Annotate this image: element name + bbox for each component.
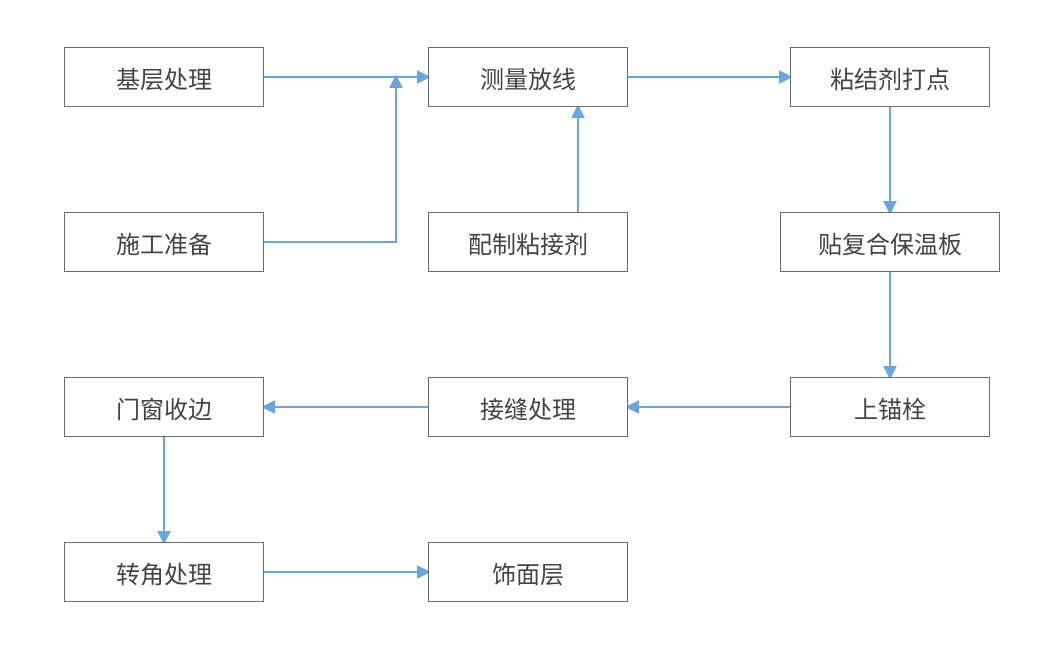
flow-node-n2: 测量放线 bbox=[428, 47, 628, 107]
flow-node-label: 转角处理 bbox=[116, 555, 212, 590]
flow-node-label: 上锚栓 bbox=[854, 390, 926, 425]
flow-node-n4: 施工准备 bbox=[64, 212, 264, 272]
flow-node-n7: 门窗收边 bbox=[64, 377, 264, 437]
flow-node-n9: 上锚栓 bbox=[790, 377, 990, 437]
flow-node-label: 门窗收边 bbox=[116, 390, 212, 425]
flowchart-canvas: 基层处理 测量放线 粘结剂打点施工准备 配制粘接剂 贴复合保温板门窗收边 接缝处理 上锚栓转… bbox=[0, 0, 1051, 662]
flow-node-label: 配制粘接剂 bbox=[468, 225, 588, 260]
flow-node-label: 饰面层 bbox=[492, 555, 564, 590]
flow-edge bbox=[264, 77, 396, 242]
flow-node-label: 接缝处理 bbox=[480, 390, 576, 425]
flow-node-n6: 贴复合保温板 bbox=[780, 212, 1000, 272]
flow-node-label: 施工准备 bbox=[116, 225, 212, 260]
flow-node-label: 基层处理 bbox=[116, 60, 212, 95]
flow-node-label: 粘结剂打点 bbox=[830, 60, 950, 95]
flow-node-n3: 粘结剂打点 bbox=[790, 47, 990, 107]
flow-node-n10: 转角处理 bbox=[64, 542, 264, 602]
flow-node-label: 测量放线 bbox=[480, 60, 576, 95]
flow-node-n5: 配制粘接剂 bbox=[428, 212, 628, 272]
flow-node-n1: 基层处理 bbox=[64, 47, 264, 107]
flow-node-n8: 接缝处理 bbox=[428, 377, 628, 437]
flow-node-label: 贴复合保温板 bbox=[818, 225, 962, 260]
flow-node-n11: 饰面层 bbox=[428, 542, 628, 602]
